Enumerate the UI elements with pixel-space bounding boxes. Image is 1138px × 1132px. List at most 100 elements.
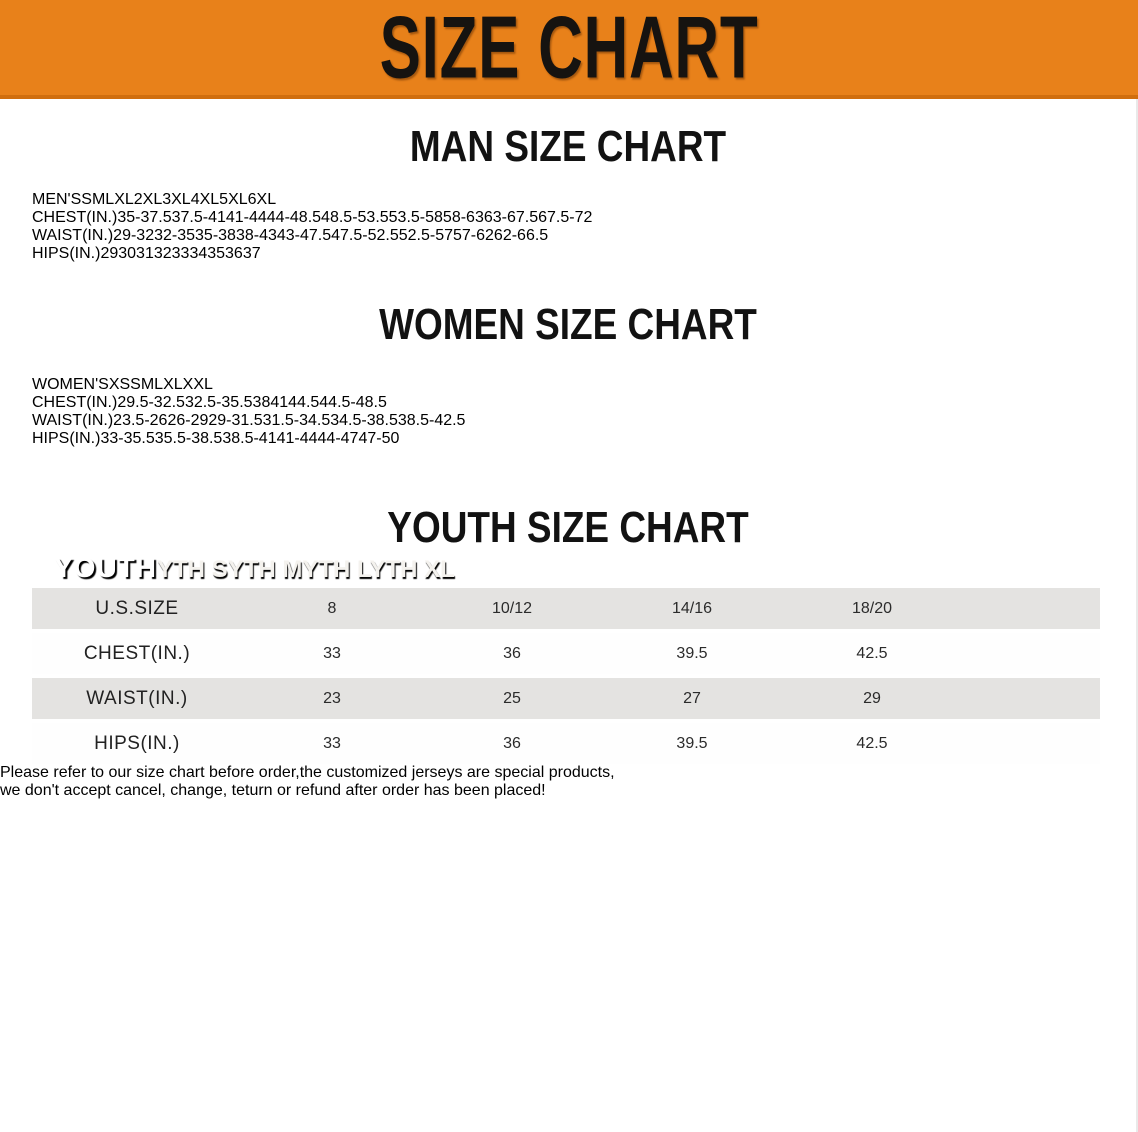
size-cell: 32-35	[154, 227, 196, 245]
size-cell: 38.5-41	[222, 429, 277, 447]
size-cell: 62-66.5	[493, 227, 549, 245]
size-cell: 33	[171, 245, 190, 263]
size-cell: 18/20	[851, 599, 893, 617]
disclaimer-text: Please refer to our size chart before or…	[0, 764, 1136, 800]
women-section-title: WOMEN SIZE CHART	[379, 300, 757, 350]
size-cell: 67.5-72	[538, 209, 593, 227]
size-cell: 29	[863, 689, 881, 707]
row-label: WAIST(IN.)	[86, 687, 188, 709]
size-cell: 35.5-38.5	[154, 429, 223, 447]
size-cell: 33	[323, 644, 341, 662]
row-label: U.S.SIZE	[95, 597, 179, 619]
size-cell: 57-62	[453, 227, 494, 245]
size-column-header: YTH M	[227, 556, 303, 584]
table-row: CHEST(IN.)35-37.537.5-4141-4444-48.548.5…	[32, 209, 1100, 227]
size-column-header: S	[81, 191, 92, 209]
size-cell: 35-38	[195, 227, 236, 245]
size-cell: 29.5-32.5	[117, 393, 185, 411]
size-cell: 33-35.5	[100, 429, 155, 447]
size-cell: 42.5	[856, 644, 888, 662]
size-column-header: S	[130, 375, 141, 393]
size-cell: 36	[225, 245, 243, 263]
table-header-row: WOMEN'SXSSMLXLXXL	[32, 376, 1100, 394]
size-cell: 44-48.5	[266, 209, 322, 227]
row-label: HIPS(IN.)	[32, 245, 101, 263]
row-label: HIPS(IN.)	[32, 429, 101, 447]
table-row: WAIST(IN.)29-3232-3535-3838-4343-47.547.…	[32, 227, 1100, 245]
size-cell: 31.5-34.5	[262, 411, 331, 429]
size-cell: 63-67.5	[483, 209, 539, 227]
size-cell: 47-50	[358, 429, 400, 447]
size-cell: 29	[100, 245, 119, 263]
disclaimer-line-2: we don't accept cancel, change, teturn o…	[0, 782, 546, 800]
size-cell: 39.5	[676, 644, 708, 662]
size-chart-banner: SIZE CHART	[0, 0, 1138, 99]
size-column-header: YTH XL	[369, 556, 455, 584]
size-cell: 43-47.5	[276, 227, 332, 245]
size-cell: 8	[327, 599, 337, 617]
size-cell: 53.5-58	[388, 209, 443, 227]
youth-size-table: YOUTHYTH SYTH MYTH LYTH XL U.S.SIZE 8 10/12…	[32, 552, 1100, 765]
size-cell: 41-44	[276, 429, 318, 447]
size-cell: 14/16	[671, 599, 713, 617]
size-column-header: YTH L	[302, 556, 370, 584]
size-cell: 23.5-26	[113, 411, 168, 429]
size-column-header: XXL	[182, 375, 213, 393]
size-cell: 35	[207, 245, 226, 263]
size-cell: 58-63	[442, 209, 484, 227]
size-column-header: 4XL	[190, 191, 220, 209]
size-column-header: 2XL	[133, 191, 163, 209]
size-cell: 27	[683, 689, 701, 707]
table-row: HIPS(IN.) 33 36 39.5 42.5	[32, 723, 1100, 765]
men-size-table: MEN'SSMLXL2XL3XL4XL5XL6XL CHEST(IN.)35-37…	[32, 191, 1100, 263]
size-column-header: M	[91, 191, 106, 209]
row-label: CHEST(IN.)	[32, 393, 118, 411]
table-row: HIPS(IN.)33-35.535.5-38.538.5-4141-4444-…	[32, 430, 1100, 448]
size-cell: 37.5-41	[171, 209, 226, 227]
size-cell: 29-32	[113, 227, 155, 245]
table-header-label: YOUTH	[54, 552, 157, 584]
size-cell: 52.5-57	[398, 227, 453, 245]
size-cell: 41	[270, 393, 289, 411]
size-cell: 38-43	[235, 227, 277, 245]
table-row: CHEST(IN.) 33 36 39.5 42.5	[32, 633, 1100, 675]
size-cell: 47.5-52.5	[331, 227, 399, 245]
size-column-header: L	[105, 191, 115, 209]
table-header-label: WOMEN'S	[32, 375, 109, 393]
size-column-header: 3XL	[162, 191, 191, 209]
size-cell: 44.5	[288, 393, 320, 411]
size-cell: 26-29	[167, 411, 209, 429]
size-cell: 36	[503, 644, 521, 662]
men-section-title: MAN SIZE CHART	[409, 122, 727, 171]
size-cell: 10/12	[491, 599, 533, 617]
size-cell: 31	[136, 245, 154, 263]
size-cell: 29-31.5	[208, 411, 263, 429]
table-header-label: MEN'S	[32, 191, 82, 209]
size-cell: 33	[323, 734, 341, 752]
size-cell: 48.5-53.5	[321, 209, 389, 227]
row-label: WAIST(IN.)	[32, 227, 114, 245]
table-row: U.S.SIZE 8 10/12 14/16 18/20	[32, 588, 1100, 630]
size-cell: 38.5-42.5	[397, 411, 466, 429]
size-cell: 38	[252, 393, 271, 411]
size-column-header: L	[154, 375, 164, 393]
table-row: WAIST(IN.)23.5-2626-2929-31.531.5-34.534…	[32, 412, 1100, 430]
table-header-row: MEN'SSMLXL2XL3XL4XL5XL6XL	[32, 191, 1100, 209]
table-header-row: YOUTHYTH SYTH MYTH LYTH XL	[32, 552, 1100, 584]
size-cell: 42.5	[856, 734, 888, 752]
table-row: HIPS(IN.)293031323334353637	[32, 245, 1100, 263]
size-cell: 39.5	[676, 734, 708, 752]
row-label: CHEST(IN.)	[83, 642, 191, 664]
disclaimer-line-1: Please refer to our size chart before or…	[0, 764, 615, 782]
size-column-header: YTH S	[157, 556, 228, 584]
size-cell: 44.5-48.5	[319, 393, 387, 411]
size-cell: 35-37.5	[117, 209, 172, 227]
size-cell: 30	[118, 245, 137, 263]
size-cell: 34.5-38.5	[330, 411, 398, 429]
size-column-header: XL	[163, 375, 183, 393]
size-cell: 25	[503, 689, 521, 707]
women-size-table: WOMEN'SXSSMLXLXXL CHEST(IN.)29.5-32.532.5…	[32, 376, 1100, 448]
size-column-header: 5XL	[219, 191, 248, 209]
size-cell: 34	[189, 245, 208, 263]
banner-title: SIZE CHART	[379, 0, 759, 97]
